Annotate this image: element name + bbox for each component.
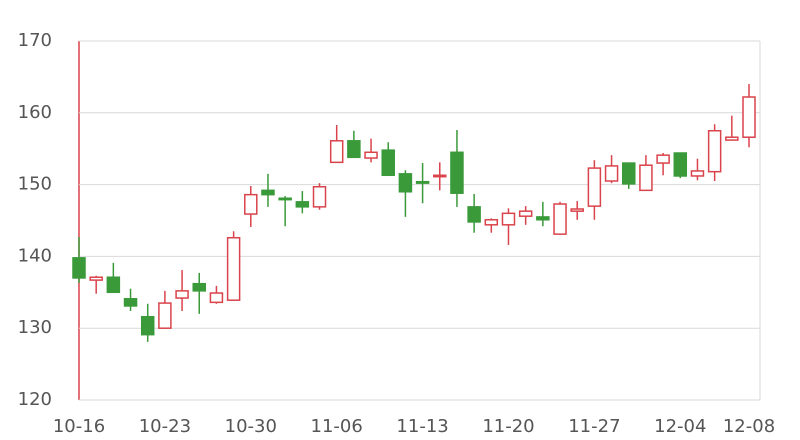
- candle-body: [501, 212, 516, 226]
- x-tick-label: 11-20: [482, 416, 534, 437]
- candle-body: [140, 315, 155, 336]
- y-tick-label: 120: [18, 389, 52, 410]
- candle-body: [536, 216, 550, 221]
- candle-body: [707, 130, 722, 173]
- candle-body: [278, 197, 292, 201]
- x-tick-label: 10-16: [53, 416, 105, 437]
- candle-body: [570, 208, 584, 212]
- candle-body: [158, 302, 172, 329]
- y-tick-label: 170: [18, 30, 52, 51]
- candle-body: [673, 152, 688, 177]
- candle-body: [656, 154, 670, 164]
- candle-body: [587, 167, 602, 207]
- x-tick-label: 11-06: [311, 416, 363, 437]
- candle-body: [484, 219, 499, 226]
- candle-body: [106, 276, 121, 294]
- x-tick-label: 10-30: [225, 416, 277, 437]
- x-tick-label: 11-27: [568, 416, 620, 437]
- x-tick-label: 12-08: [723, 416, 775, 437]
- candle-body: [604, 165, 619, 182]
- y-tick-label: 150: [18, 174, 52, 195]
- candle-body: [226, 236, 241, 301]
- candle-body: [725, 136, 739, 141]
- candle-body: [398, 173, 413, 193]
- candle-body: [621, 162, 636, 185]
- x-tick-label: 11-13: [396, 416, 448, 437]
- candle-body: [518, 210, 533, 217]
- candle-body: [329, 140, 344, 164]
- candle-body: [415, 180, 430, 184]
- candle-body: [89, 276, 103, 281]
- candle-body: [312, 186, 327, 208]
- candle-body: [192, 282, 207, 292]
- candle-body: [433, 174, 447, 178]
- candle-body: [381, 149, 395, 177]
- candle-body: [639, 164, 653, 192]
- x-tick-label: 12-04: [654, 416, 706, 437]
- candle-body: [72, 257, 86, 279]
- candle-body: [467, 206, 481, 223]
- candle-body: [295, 201, 310, 208]
- candle-body: [450, 151, 464, 194]
- candle-body: [364, 151, 378, 159]
- candle-body: [347, 140, 361, 159]
- candle-body: [175, 290, 189, 299]
- candle-body: [123, 298, 138, 307]
- candle-body: [261, 189, 275, 196]
- candle-body: [209, 292, 224, 304]
- x-tick-label: 10-23: [139, 416, 191, 437]
- candle-body: [553, 203, 567, 235]
- candle-body: [742, 96, 756, 138]
- y-tick-label: 140: [18, 245, 52, 266]
- y-tick-label: 130: [18, 317, 52, 338]
- y-tick-label: 160: [18, 102, 52, 123]
- candle-body: [244, 193, 258, 215]
- candle-body: [690, 170, 705, 177]
